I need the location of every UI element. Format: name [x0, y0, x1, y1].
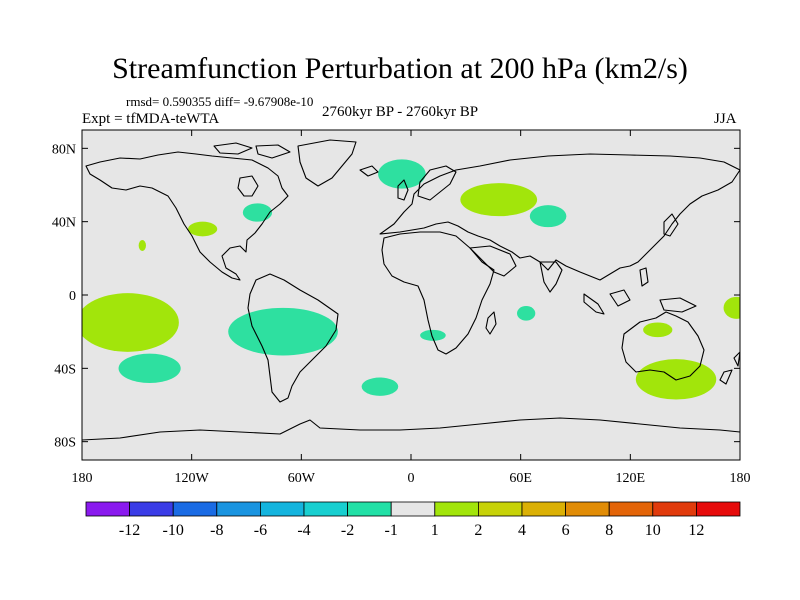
lat-tick-label: 80S [54, 436, 76, 451]
colorbar-swatch [172, 501, 218, 517]
colorbar-label: -10 [163, 522, 184, 539]
anomaly-east-pacific [82, 293, 179, 352]
coast-arabia [469, 245, 517, 277]
colorbar-swatch [434, 501, 479, 517]
anomaly-northeast-pacific-speck [138, 240, 146, 251]
lat-tick-label: 80N [52, 142, 76, 157]
plot-title: Streamfunction Perturbation at 200 hPa (… [112, 52, 688, 85]
anomaly-tropical-south-america [228, 307, 338, 356]
coast-borneo [609, 289, 631, 307]
coast-south-america [247, 273, 339, 403]
anomaly-black-sea-caspian [460, 183, 538, 217]
coast-madagascar [485, 311, 497, 335]
lat-tick-label: 0 [69, 289, 76, 304]
anomaly-north-australia [643, 322, 673, 338]
anomaly-equatorial-indian-ocean [517, 306, 536, 321]
coast-india [539, 261, 563, 293]
coast-hudson-bay [237, 175, 259, 197]
coast-africa [381, 231, 495, 355]
colorbar-swatch [521, 501, 566, 517]
lat-tick-label: 40S [54, 362, 76, 377]
colorbar-swatch [565, 501, 610, 517]
anomaly-north-atlantic-scandinavia [378, 159, 426, 189]
experiment-label: Expt = tfMDA-teWTA [82, 111, 220, 127]
colorbar: -12 -10 -8 -6 -4 -2 -1 1 2 4 6 8 10 12 [85, 501, 741, 539]
anomaly-central-asia [529, 205, 567, 228]
lat-tick-label: 40N [52, 216, 76, 231]
colorbar-label: -1 [385, 522, 398, 539]
colorbar-swatch [477, 501, 523, 517]
colorbar-swatch [303, 501, 348, 517]
rmsd-stats: rmsd= 0.590355 diff= -9.67908e-10 [126, 94, 314, 109]
anomaly-south-africa [420, 329, 446, 341]
colorbar-swatch [696, 501, 741, 517]
anomaly-western-pacific-edge [723, 296, 740, 319]
coast-sumatra [583, 293, 605, 315]
colorbar-label: -4 [297, 522, 310, 539]
coast-north-america [85, 151, 289, 281]
colorbar-swatch [390, 501, 436, 517]
colorbar-swatch [608, 501, 654, 517]
lon-tick-label: 0 [408, 471, 415, 486]
coast-antarctica [82, 417, 740, 441]
season-label: JJA [714, 111, 737, 127]
colorbar-label: 10 [645, 522, 661, 539]
anomaly-south-atlantic [361, 377, 399, 396]
colorbar-swatch [347, 501, 392, 517]
colorbar-swatch [216, 501, 261, 517]
colorbar-label: 12 [688, 522, 704, 539]
colorbar-label: -2 [341, 522, 354, 539]
colorbar-swatch [129, 501, 174, 517]
coast-scandinavia [417, 165, 457, 201]
colorbar-label: 8 [605, 522, 613, 539]
lon-tick-label: 60E [509, 471, 532, 486]
anomaly-great-lakes [242, 203, 273, 222]
colorbar-label: 4 [518, 522, 526, 539]
colorbar-label: -6 [254, 522, 267, 539]
anomaly-south-pacific [118, 353, 181, 384]
colorbar-swatch [85, 501, 130, 517]
axis-ticks: 80N 40N 0 40S 80S 180 120W 60W 0 60E 120E 180 [52, 130, 751, 486]
lon-tick-label: 60W [288, 471, 316, 486]
lon-tick-label: 120W [175, 471, 210, 486]
colorbar-label: 2 [474, 522, 482, 539]
colorbar-label: 6 [562, 522, 570, 539]
colorbar-swatch [652, 501, 697, 517]
colorbar-label: -12 [119, 522, 140, 539]
coast-japan [663, 213, 679, 237]
colorbar-label: -8 [210, 522, 223, 539]
coast-philippines [639, 267, 649, 287]
coast-australia [621, 311, 705, 381]
period-label: 2760kyr BP - 2760kyr BP [322, 104, 479, 120]
coast-iceland [359, 165, 379, 177]
colorbar-label: 1 [431, 522, 439, 539]
colorbar-swatch [259, 501, 305, 517]
coastlines [82, 139, 740, 441]
coast-greenland [297, 139, 357, 187]
anomaly-southwest-usa [188, 221, 218, 237]
coast-new-zealand [719, 351, 740, 385]
coast-uk [397, 179, 409, 201]
coast-arctic-islands [213, 142, 291, 159]
lon-tick-label: 120E [616, 471, 646, 486]
coast-eurasia [379, 153, 740, 281]
lon-tick-label: 180 [730, 471, 751, 486]
lon-tick-label: 180 [72, 471, 93, 486]
anomaly-southeast-australia [635, 359, 717, 400]
coast-new-guinea [659, 297, 697, 313]
